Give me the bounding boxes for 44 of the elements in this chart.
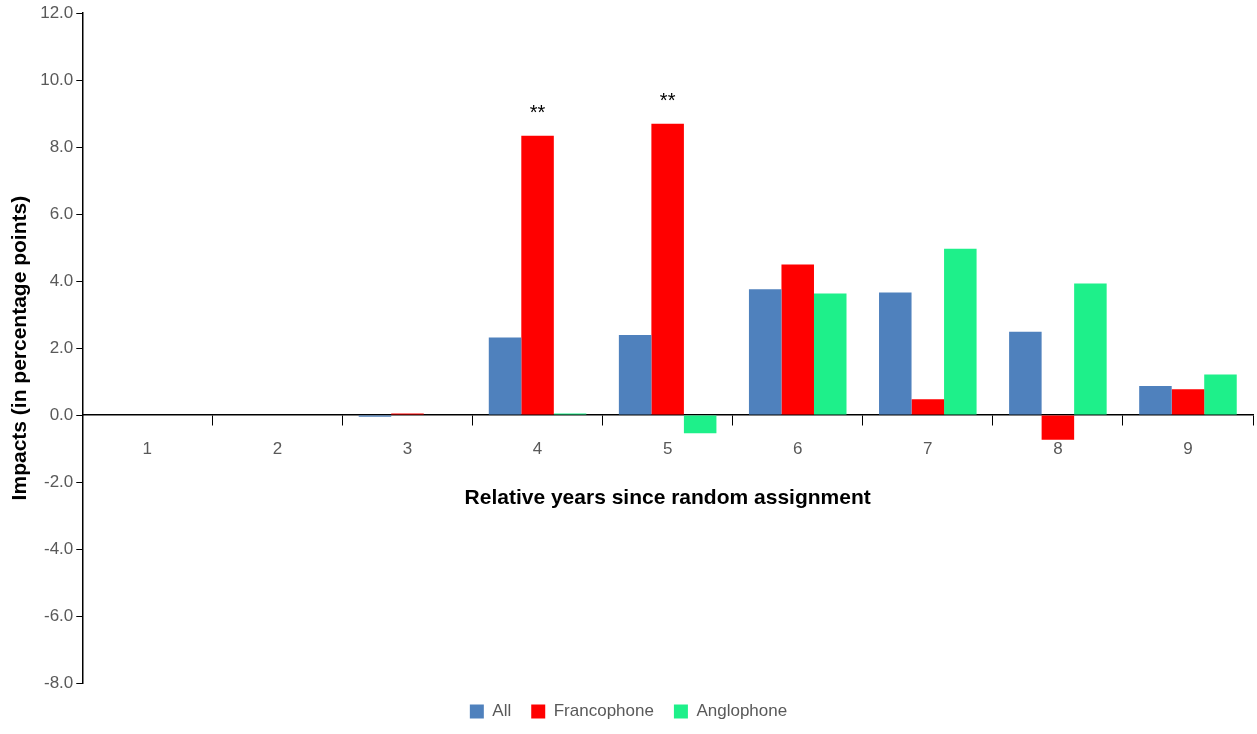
bar	[618, 335, 652, 415]
x-tick-label: 1	[142, 438, 153, 458]
y-tick-label: -6.0	[43, 605, 74, 625]
y-tick-label: 4.0	[49, 270, 74, 290]
x-tick-label: 5	[662, 438, 673, 458]
bar	[879, 292, 912, 415]
y-tick-label: 0.0	[49, 404, 74, 424]
bar	[944, 248, 977, 415]
y-tick-label: 6.0	[49, 203, 74, 223]
x-tick-label: 7	[923, 438, 933, 458]
bar	[1204, 374, 1237, 415]
y-tick-label: -4.0	[43, 538, 74, 558]
bar	[488, 337, 522, 415]
y-tick-label: 12.0	[40, 2, 74, 22]
bar	[651, 123, 684, 415]
x-tick-label: 2	[272, 438, 283, 458]
bar	[1171, 389, 1205, 415]
bar	[1041, 415, 1075, 440]
bar	[813, 293, 847, 415]
bar	[521, 135, 554, 415]
legend-label: Anglophone	[696, 701, 788, 721]
annotation: **	[659, 89, 676, 112]
x-axis-title: Relative years since random assignment	[464, 484, 871, 508]
x-tick-label: 9	[1183, 438, 1193, 458]
legend-label: Francophone	[553, 701, 654, 721]
y-axis-title: Impacts (in percentage points)	[7, 195, 31, 501]
y-tick-label: 2.0	[49, 337, 74, 357]
annotation: **	[529, 101, 546, 124]
x-tick-label: 3	[402, 438, 413, 458]
bar	[1139, 385, 1172, 415]
bar	[683, 415, 717, 434]
x-tick-label: 6	[792, 438, 803, 458]
bar	[1009, 331, 1042, 415]
bar	[781, 264, 814, 415]
bar	[748, 289, 782, 415]
x-tick-label: 8	[1053, 438, 1063, 458]
y-tick-label: -2.0	[43, 471, 74, 491]
x-tick-label: 4	[532, 438, 543, 458]
y-tick-label: 8.0	[49, 136, 74, 156]
y-tick-label: 10.0	[40, 69, 74, 89]
bar	[1074, 283, 1107, 415]
legend-label: All	[492, 701, 512, 721]
bar	[911, 399, 945, 415]
y-tick-label: -8.0	[43, 672, 74, 692]
